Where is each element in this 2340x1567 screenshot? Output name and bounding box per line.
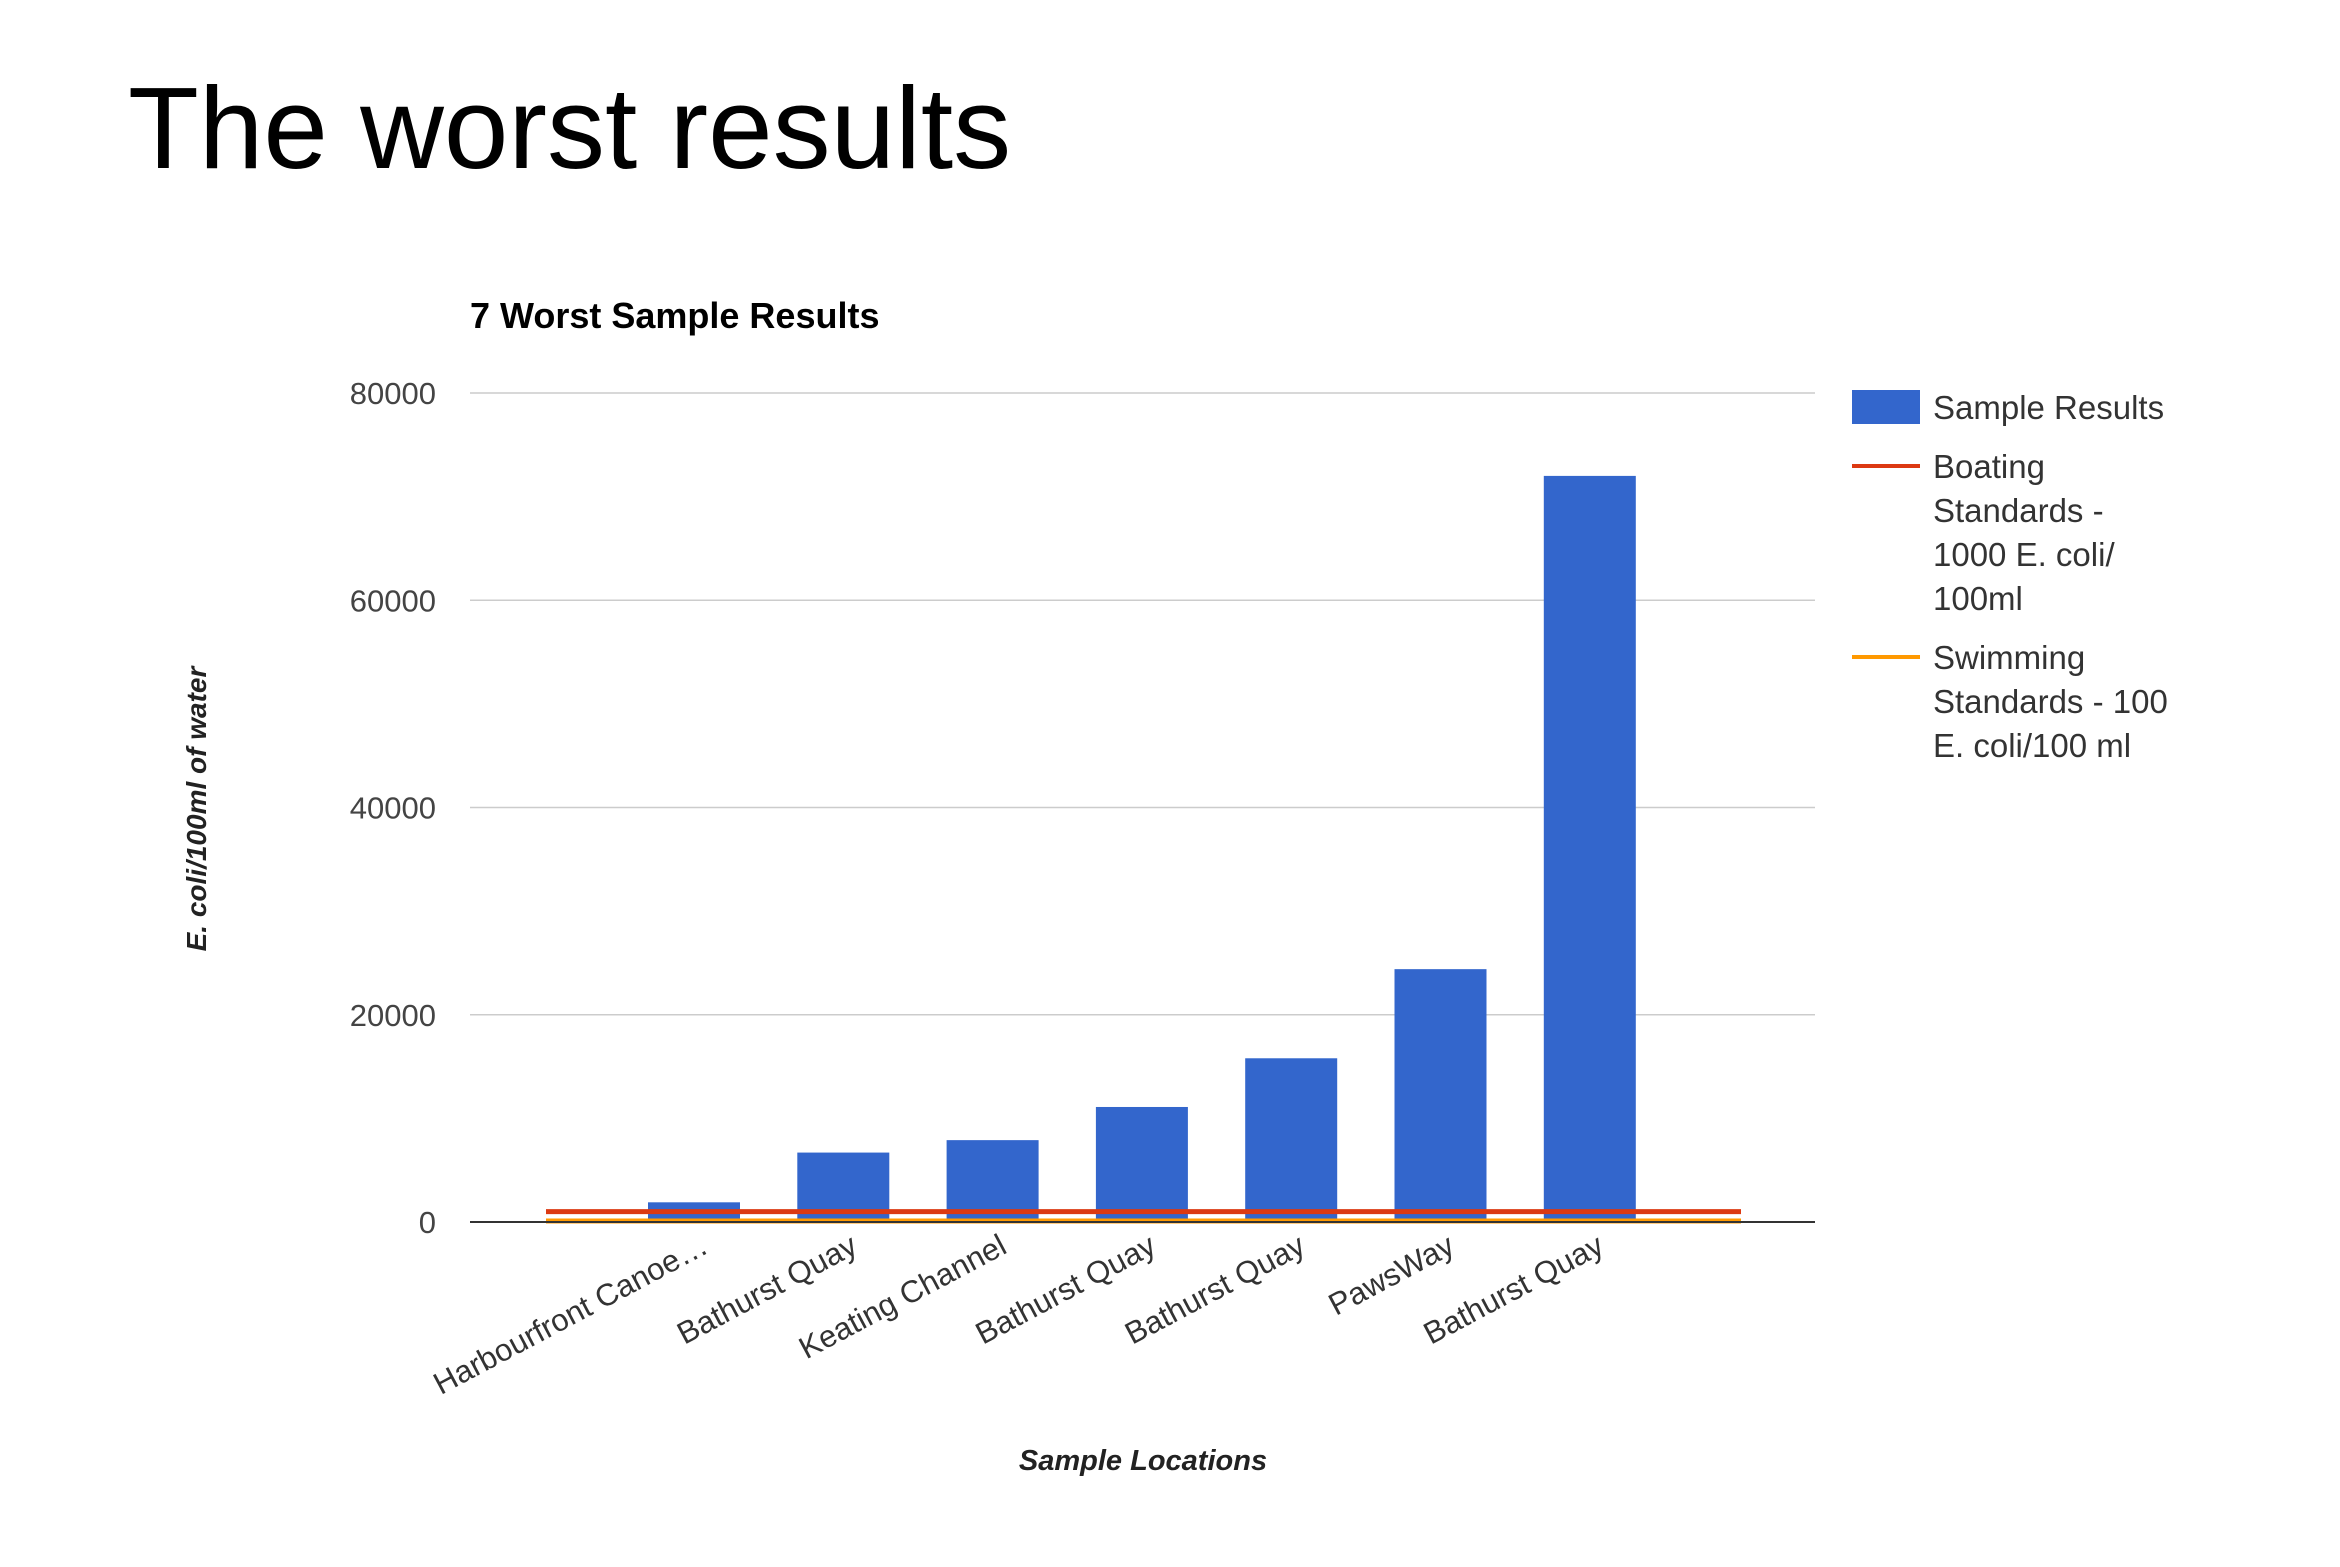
reference-lines	[546, 1209, 1741, 1224]
y-tick-label: 0	[419, 1205, 436, 1240]
legend-label: Standards - 100	[1933, 683, 2168, 720]
legend-item: Swimming Standards - 100 E. coli/100 ml	[1852, 639, 2168, 764]
bar	[1245, 1058, 1338, 1222]
y-tick-label: 20000	[350, 998, 436, 1033]
legend-swatch	[1852, 390, 1920, 424]
bar	[1394, 969, 1487, 1222]
y-tick-label: 60000	[350, 583, 436, 618]
legend-label: Boating	[1933, 448, 2045, 485]
legend-item: Sample Results	[1852, 389, 2164, 426]
x-axis-label: Sample Locations	[1019, 1445, 1267, 1477]
bar	[1543, 475, 1636, 1222]
bar	[1095, 1106, 1188, 1222]
legend-label: Standards -	[1933, 492, 2104, 529]
bars	[648, 475, 1636, 1222]
x-axis-labels: Harbourfront Canoe…Bathurst QuayKeating …	[428, 1227, 1610, 1401]
chart-title: 7 Worst Sample Results	[470, 295, 879, 336]
legend-label: E. coli/100 ml	[1933, 727, 2131, 764]
y-tick-label: 80000	[350, 376, 436, 411]
legend: Sample Results Boating Standards - 1000 E. …	[1852, 389, 2168, 764]
y-tick-label: 40000	[350, 791, 436, 826]
y-axis-label: E. coli/100ml of water	[181, 665, 212, 952]
slide-title: The worst results	[128, 63, 1012, 193]
legend-label: 1000 E. coli/	[1933, 536, 2115, 573]
x-tick-label: Harbourfront Canoe…	[428, 1227, 714, 1401]
legend-label: Sample Results	[1933, 389, 2164, 426]
y-axis-ticks: 0 20000 40000 60000 80000	[350, 376, 436, 1240]
legend-label: 100ml	[1933, 580, 2023, 617]
bar	[946, 1140, 1039, 1222]
legend-item: Boating Standards - 1000 E. coli/100ml	[1852, 448, 2115, 617]
legend-label: Swimming	[1933, 639, 2085, 676]
